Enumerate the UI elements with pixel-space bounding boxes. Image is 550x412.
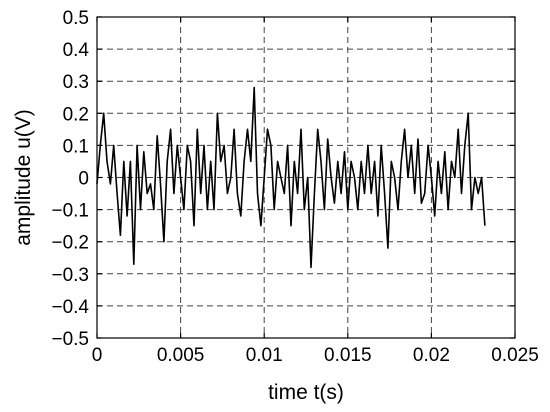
y-tick-label: 0.5	[63, 8, 89, 29]
series-line	[96, 86, 486, 269]
y-tick-label: −0.5	[51, 329, 89, 350]
x-axis-title: time t(s)	[268, 381, 344, 404]
x-tick-label: 0.025	[491, 345, 539, 366]
y-tick-label: −0.3	[51, 265, 89, 286]
x-tick-label: 0.015	[324, 345, 372, 366]
x-tick-label: 0	[92, 345, 103, 366]
y-axis-title: amplitude u(V)	[12, 109, 35, 246]
y-tick-label: 0.4	[63, 40, 90, 61]
y-tick-label: 0	[78, 169, 89, 190]
x-tick-label: 0.02	[413, 345, 450, 366]
plot-frame	[96, 16, 516, 339]
x-tick-label: 0.005	[157, 345, 205, 366]
y-tick-labels: −0.5 −0.4 −0.3 −0.2 −0.1 0 0.1 0.2 0.3 0.4 0.5	[51, 8, 89, 350]
y-tick-label: −0.1	[51, 201, 89, 222]
series-group	[96, 86, 486, 269]
y-tick-label: −0.2	[51, 233, 89, 254]
y-tick-label: 0.2	[63, 104, 89, 125]
x-tick-labels: 0 0.005 0.01 0.015 0.02 0.025	[92, 345, 539, 366]
x-tick-label: 0.01	[246, 345, 283, 366]
y-tick-label: −0.4	[51, 297, 89, 318]
y-tick-label: 0.1	[63, 136, 89, 157]
y-tick-label: 0.3	[63, 72, 89, 93]
